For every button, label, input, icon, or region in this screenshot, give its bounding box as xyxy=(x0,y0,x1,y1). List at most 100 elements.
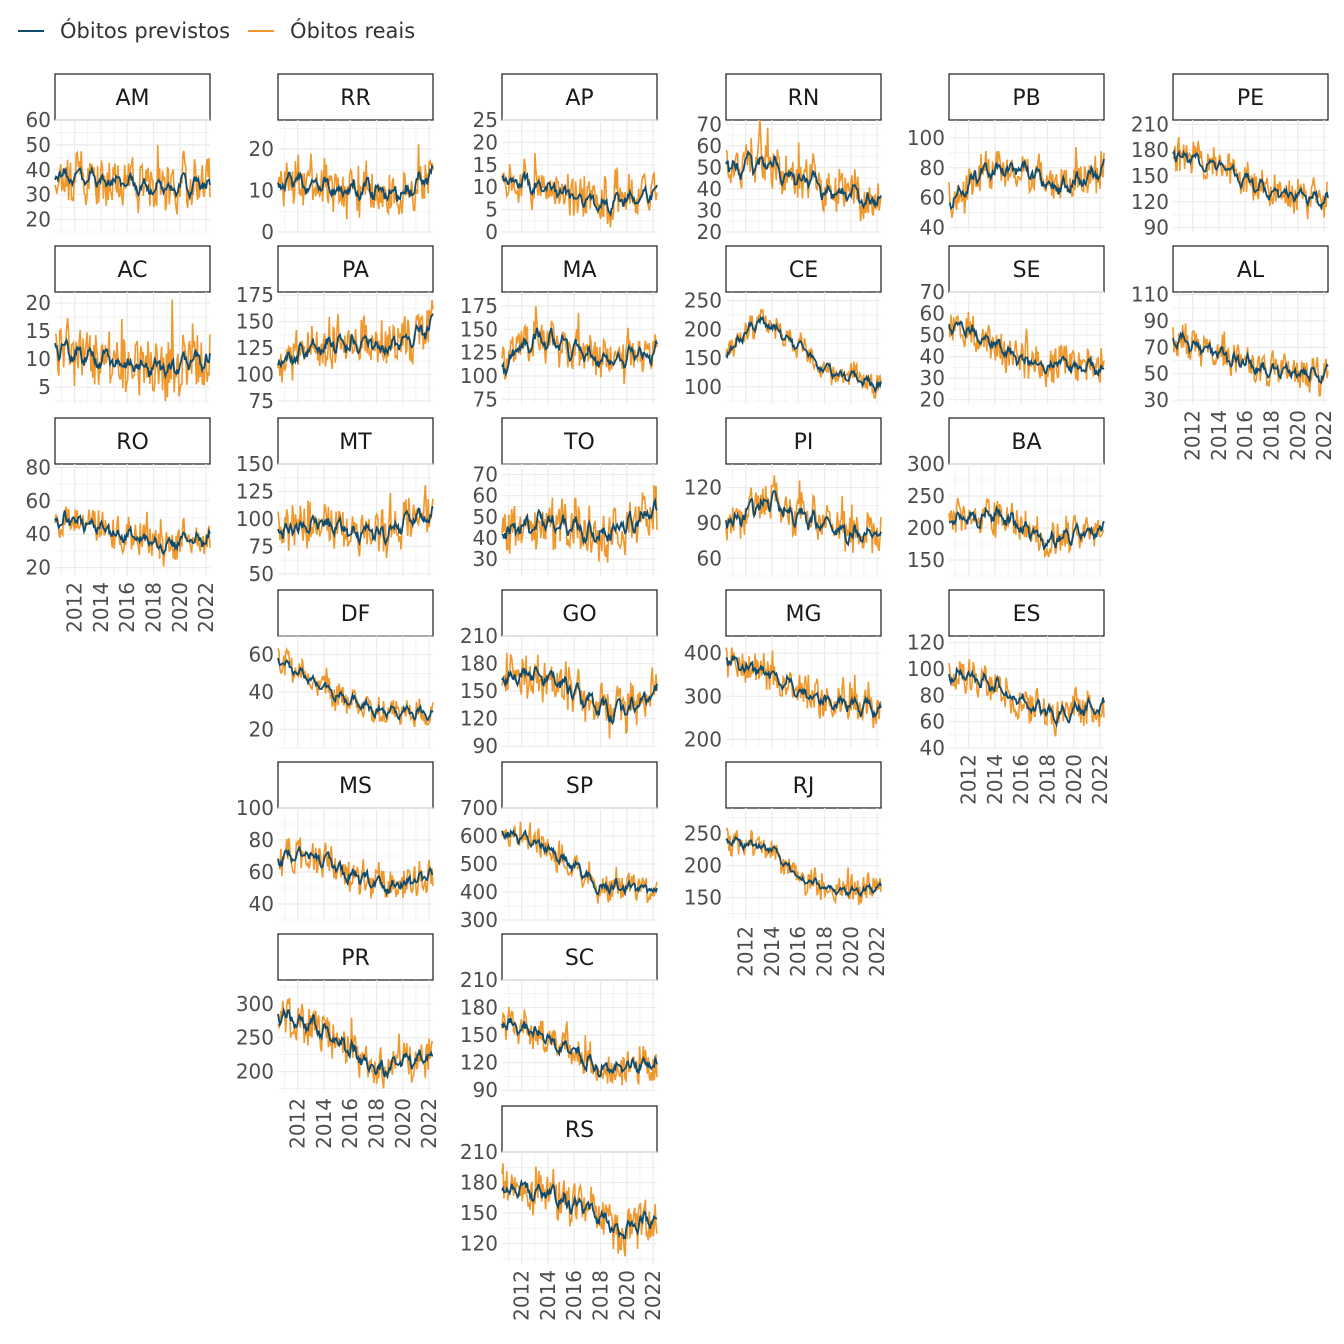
y-tick-label: 300 xyxy=(684,684,722,708)
y-tick-label: 40 xyxy=(249,892,274,916)
y-tick-label: 100 xyxy=(236,362,274,386)
series-line-predicted xyxy=(277,313,434,369)
y-tick-label: 20 xyxy=(249,717,274,741)
panel-pb: PB 40 60 80 100 xyxy=(907,73,1105,240)
strip-pe xyxy=(1172,73,1329,121)
y-tick-label: 50 xyxy=(920,323,945,347)
y-tick-label: 90 xyxy=(1144,309,1169,333)
strip-label-ro: RO xyxy=(116,430,149,455)
y-tick-label: 25 xyxy=(473,108,498,132)
gridlines xyxy=(726,292,881,404)
y-tick-label: 150 xyxy=(460,317,498,341)
legend-item-predicted: Óbitos previstos xyxy=(18,19,230,43)
y-tick-label: 0 xyxy=(485,220,498,244)
strip-es xyxy=(948,589,1105,637)
y-tick-label: 100 xyxy=(236,796,274,820)
y-tick-label: 90 xyxy=(1144,216,1169,240)
y-tick-label: 50 xyxy=(1144,362,1169,386)
series-line-predicted xyxy=(54,337,211,380)
strip-label-sp: SP xyxy=(566,774,593,799)
y-tick-label: 100 xyxy=(684,375,722,399)
x-tick-label: 2012 xyxy=(734,926,758,977)
chart-legend: Óbitos previstos Óbitos reais xyxy=(18,16,433,46)
x-tick-label: 2022 xyxy=(417,1098,441,1149)
y-tick-label: 125 xyxy=(236,336,274,360)
series-line-predicted xyxy=(501,828,658,897)
x-tick-label: 2020 xyxy=(839,926,863,977)
y-tick-label: 60 xyxy=(697,546,722,570)
y-tick-label: 70 xyxy=(920,280,945,304)
strip-se xyxy=(948,245,1105,293)
panel-sc: SC 90 120 150 180 210 xyxy=(460,933,658,1102)
strip-label-ba: BA xyxy=(1011,430,1041,455)
y-tick-label: 150 xyxy=(460,1023,498,1047)
series-line-actual xyxy=(948,497,1105,559)
y-tick-label: 120 xyxy=(684,476,722,500)
series-line-predicted xyxy=(725,835,882,898)
strip-label-ap: AP xyxy=(565,86,593,111)
x-tick-label: 2020 xyxy=(391,1098,415,1149)
y-tick-label: 20 xyxy=(697,220,722,244)
strip-ma xyxy=(501,245,658,293)
strip-label-pr: PR xyxy=(341,946,370,971)
y-tick-label: 30 xyxy=(920,366,945,390)
y-tick-label: 150 xyxy=(460,1201,498,1225)
strip-label-am: AM xyxy=(115,86,149,111)
y-tick-label: 60 xyxy=(26,108,51,132)
series-line-predicted xyxy=(277,164,434,202)
y-tick-label: 125 xyxy=(236,479,274,503)
x-tick-label: 2022 xyxy=(641,1270,665,1321)
y-tick-label: 60 xyxy=(249,860,274,884)
strip-label-mg: MG xyxy=(785,602,821,627)
panel-rr: RR 0 10 20 xyxy=(249,73,434,244)
x-tick-label: 2018 xyxy=(813,926,837,977)
x-tick-label: 2018 xyxy=(365,1098,389,1149)
x-tick-label: 2022 xyxy=(1312,410,1336,461)
gridlines xyxy=(949,291,1104,404)
y-tick-label: 75 xyxy=(249,534,274,558)
x-tick-label: 2014 xyxy=(89,582,113,633)
y-tick-label: 20 xyxy=(26,291,51,315)
x-tick-label: 2022 xyxy=(865,926,889,977)
y-tick-label: 40 xyxy=(26,522,51,546)
y-tick-label: 80 xyxy=(249,828,274,852)
y-tick-label: 120 xyxy=(460,1232,498,1256)
strip-label-pi: PI xyxy=(794,430,814,455)
panel-pi: PI 60 90 120 xyxy=(684,417,882,577)
y-tick-label: 70 xyxy=(1144,335,1169,359)
series-line-actual xyxy=(277,299,434,383)
x-tick-label: 2016 xyxy=(115,582,139,633)
y-tick-label: 120 xyxy=(460,1051,498,1075)
strip-label-rj: RJ xyxy=(793,774,815,799)
series-line-predicted xyxy=(725,655,882,718)
y-tick-label: 20 xyxy=(249,137,274,161)
strip-label-mt: MT xyxy=(339,430,372,455)
y-tick-label: 40 xyxy=(473,526,498,550)
y-tick-label: 15 xyxy=(473,153,498,177)
y-tick-label: 150 xyxy=(460,679,498,703)
series-line-actual xyxy=(501,652,658,739)
y-tick-label: 40 xyxy=(697,177,722,201)
x-tick-label: 2012 xyxy=(63,582,87,633)
series-line-actual xyxy=(277,646,434,727)
series-line-predicted xyxy=(277,1007,433,1080)
y-tick-label: 250 xyxy=(907,484,945,508)
x-tick-label: 2022 xyxy=(194,582,218,633)
series-line-predicted xyxy=(277,846,434,897)
panel-rj: RJ 150 200 250 2012 2014 2016 2018 2020 2022 xyxy=(684,761,889,977)
strip-label-rs: RS xyxy=(565,1118,594,1143)
x-tick-label: 2018 xyxy=(1260,410,1284,461)
strip-rr xyxy=(277,73,434,121)
panel-ro: RO 20 40 60 80 2012 2014 2016 2018 2020 2022 xyxy=(26,417,218,633)
y-tick-label: 150 xyxy=(236,310,274,334)
series-line-predicted xyxy=(54,510,211,556)
y-tick-label: 5 xyxy=(485,198,498,222)
legend-label-predicted: Óbitos previstos xyxy=(60,19,231,43)
series-line-predicted xyxy=(501,497,658,545)
series-line-predicted xyxy=(725,149,882,210)
